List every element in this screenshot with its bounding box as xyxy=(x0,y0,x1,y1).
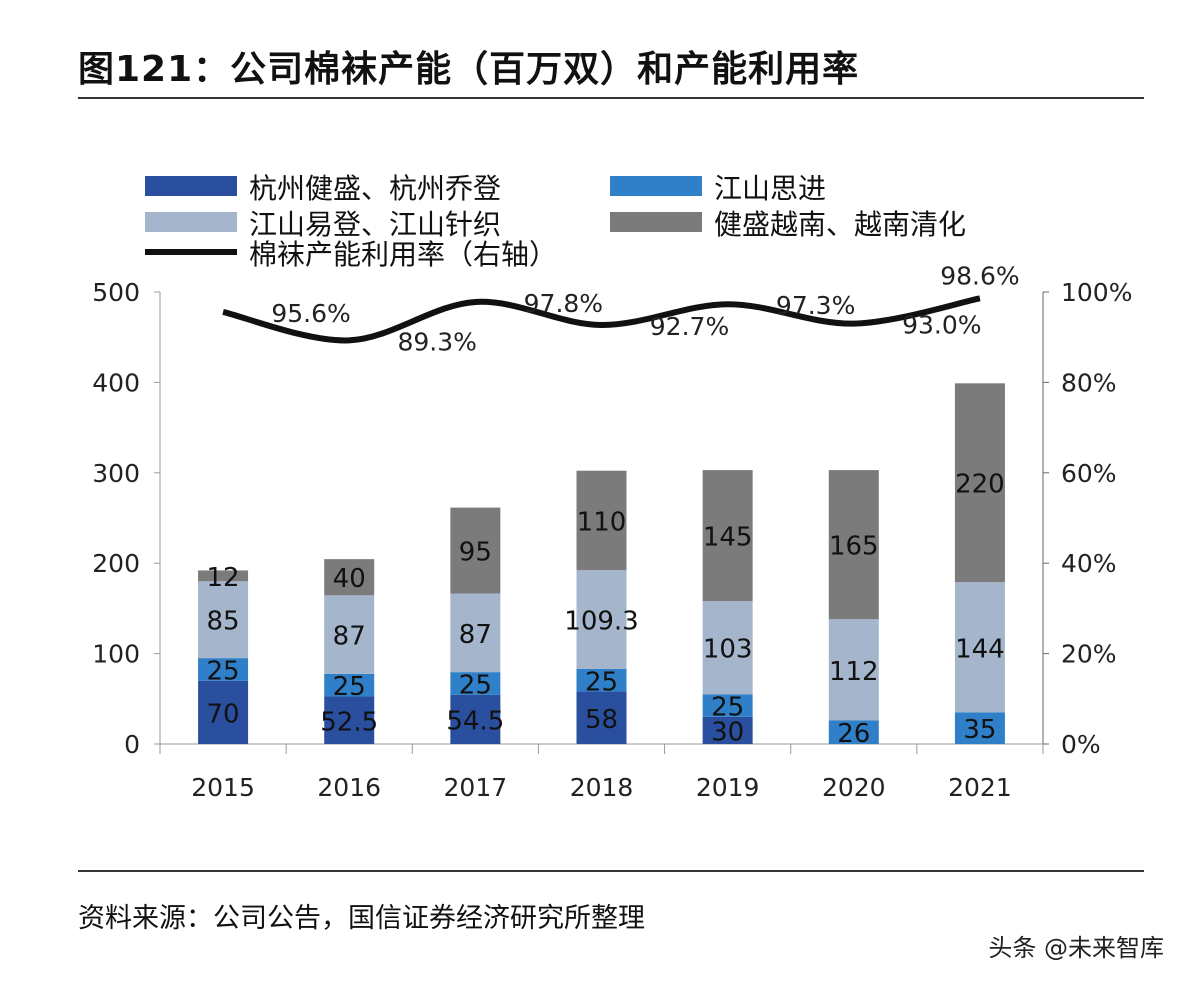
data-label: 85 xyxy=(207,607,240,637)
bar-segment xyxy=(828,720,879,744)
y2-tick-label: 100% xyxy=(1061,278,1132,307)
bar-segment xyxy=(702,716,753,744)
y-tick-label: 300 xyxy=(92,459,140,488)
bar-segment xyxy=(198,570,249,582)
data-label: 112 xyxy=(829,657,879,687)
bar-segment xyxy=(702,694,753,717)
line-data-label: 97.8% xyxy=(524,289,603,318)
data-label: 30 xyxy=(711,717,744,747)
data-label: 54.5 xyxy=(446,706,504,736)
bar-segment xyxy=(954,712,1005,744)
bar-segment xyxy=(450,593,501,673)
bar-segment xyxy=(702,470,753,602)
y2-tick-label: 0% xyxy=(1061,730,1101,759)
chart-title: 图121：公司棉袜产能（百万双）和产能利用率 xyxy=(78,49,860,90)
legend-label: 江山思进 xyxy=(714,172,826,205)
line-data-label: 92.7% xyxy=(650,312,729,341)
bar-segment xyxy=(324,595,375,674)
bar-segment xyxy=(576,570,627,669)
data-label: 87 xyxy=(459,620,492,650)
data-label: 52.5 xyxy=(320,707,378,737)
legend-label: 健盛越南、越南清化 xyxy=(714,208,966,241)
bar-segment xyxy=(198,658,249,681)
bar-segment xyxy=(576,470,627,571)
bar-segment xyxy=(954,383,1005,583)
y2-tick-label: 40% xyxy=(1061,549,1117,578)
source-note: 资料来源：公司公告，国信证券经济研究所整理 xyxy=(78,903,645,934)
bar-segment xyxy=(324,559,375,596)
y2-tick-label: 60% xyxy=(1061,459,1117,488)
x-tick-label: 2021 xyxy=(948,773,1012,802)
bar-segment xyxy=(198,680,249,744)
data-label: 220 xyxy=(955,470,1005,500)
x-tick-label: 2020 xyxy=(822,773,886,802)
legend-swatch xyxy=(610,176,702,196)
data-label: 144 xyxy=(955,634,1005,664)
data-label: 103 xyxy=(703,635,753,665)
data-label: 40 xyxy=(333,564,366,594)
data-label: 109.3 xyxy=(564,607,638,637)
y-tick-label: 100 xyxy=(92,640,140,669)
x-tick-label: 2019 xyxy=(696,773,760,802)
data-label: 110 xyxy=(577,507,627,537)
data-label: 26 xyxy=(837,719,870,749)
data-label: 25 xyxy=(333,672,366,702)
y-tick-label: 200 xyxy=(92,549,140,578)
legend-swatch xyxy=(145,176,237,196)
data-label: 165 xyxy=(829,532,879,562)
bar-segment xyxy=(324,673,375,697)
bar-segment xyxy=(702,601,753,695)
watermark: 头条 @未来智库 xyxy=(988,934,1164,962)
data-label: 25 xyxy=(459,670,492,700)
y2-tick-label: 20% xyxy=(1061,640,1117,669)
line-data-label: 89.3% xyxy=(398,327,477,356)
line-data-label: 93.0% xyxy=(902,311,981,340)
y-tick-label: 0 xyxy=(124,730,140,759)
data-label: 12 xyxy=(207,563,240,593)
y2-tick-label: 80% xyxy=(1061,368,1117,397)
bar-segment xyxy=(450,507,501,594)
data-label: 95 xyxy=(459,538,492,568)
bar-segment xyxy=(954,582,1005,713)
title-divider xyxy=(78,97,1144,99)
data-label: 25 xyxy=(207,656,240,686)
data-label: 25 xyxy=(585,667,618,697)
line-data-label: 95.6% xyxy=(271,299,350,328)
x-tick-label: 2015 xyxy=(191,773,255,802)
line-data-label: 97.3% xyxy=(776,291,855,320)
bar-segment xyxy=(828,470,879,620)
data-label: 70 xyxy=(207,699,240,729)
data-label: 35 xyxy=(963,715,996,745)
data-label: 145 xyxy=(703,523,753,553)
source-divider xyxy=(78,870,1144,872)
y-tick-label: 400 xyxy=(92,368,140,397)
x-tick-label: 2017 xyxy=(444,773,508,802)
data-label: 87 xyxy=(333,622,366,652)
legend-swatch xyxy=(145,212,237,232)
bar-segment xyxy=(450,694,501,744)
legend-swatch xyxy=(610,212,702,232)
bar-segment xyxy=(324,696,375,744)
bar-segment xyxy=(198,581,249,659)
y-tick-label: 500 xyxy=(92,278,140,307)
legend-label: 棉袜产能利用率（右轴） xyxy=(249,238,557,271)
bar-segment xyxy=(450,672,501,695)
data-label: 25 xyxy=(711,693,744,723)
x-tick-label: 2018 xyxy=(570,773,634,802)
data-label: 58 xyxy=(585,705,618,735)
utilization-line xyxy=(222,295,981,344)
legend-label: 江山易登、江山针织 xyxy=(249,208,501,241)
bar-segment xyxy=(576,691,627,744)
bar-segment xyxy=(828,619,879,721)
bar-segment xyxy=(576,668,627,692)
x-tick-label: 2016 xyxy=(317,773,381,802)
line-data-label: 98.6% xyxy=(940,261,1019,290)
legend-label: 杭州健盛、杭州乔登 xyxy=(249,172,501,205)
